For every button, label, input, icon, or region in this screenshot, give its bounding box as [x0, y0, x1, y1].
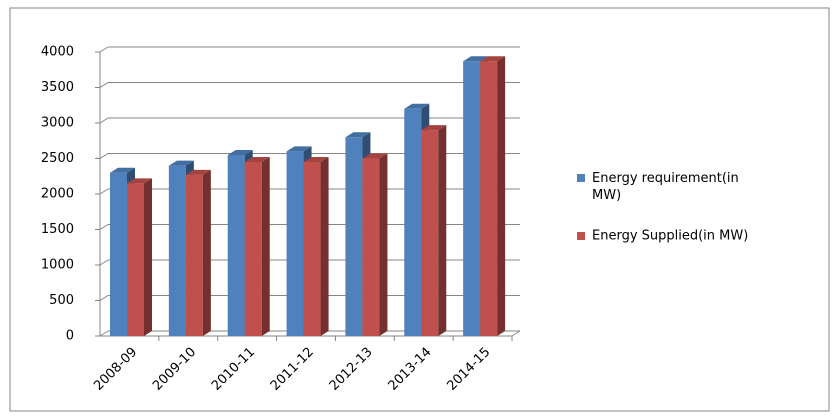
bar-top [303, 157, 329, 163]
bar-top [110, 167, 135, 173]
y-tick-label: 2000 [41, 187, 74, 202]
grid-line-depth [99, 295, 109, 301]
bar-top [185, 169, 211, 175]
bar-front [185, 174, 203, 336]
grid-line-depth [99, 117, 109, 124]
bar [421, 125, 447, 336]
grid-line-depth [99, 46, 109, 53]
y-tick-label: 2500 [41, 151, 74, 166]
bar-front [345, 137, 363, 336]
grid-line-depth [99, 330, 109, 337]
y-tick-label: 3500 [41, 80, 74, 95]
bar-side [202, 169, 211, 336]
y-tick-label: 4000 [41, 45, 74, 60]
bar-top [286, 146, 312, 152]
bar-front [463, 61, 481, 336]
bar-front [244, 162, 262, 336]
bar [362, 153, 388, 336]
bar-top [227, 149, 253, 155]
legend-label: Energy requirement(in MW) [592, 171, 743, 203]
bar-top [244, 157, 270, 163]
grid-line-depth [99, 188, 109, 195]
bar-front [168, 165, 186, 336]
bar-top [404, 103, 430, 109]
bar [127, 178, 152, 336]
bar-front [286, 151, 304, 336]
floor-side [511, 330, 521, 337]
legend-label: Energy Supplied(in MW) [592, 229, 748, 244]
bar-top [127, 178, 152, 184]
grid-line-depth [99, 82, 109, 88]
bar-top [345, 132, 371, 138]
y-tick-label: 1000 [41, 258, 74, 273]
bar [480, 56, 506, 336]
grid-line-depth [99, 259, 109, 266]
bar-top [480, 56, 506, 62]
bar-top [463, 56, 489, 62]
bar-front [480, 61, 498, 336]
bar-side [320, 157, 329, 336]
bar-front [404, 108, 422, 336]
bar-side [144, 178, 152, 336]
bar-front [227, 154, 245, 336]
legend-swatch [577, 174, 585, 182]
bar-side [497, 56, 506, 336]
bar-front [127, 183, 144, 336]
grid-line-depth [99, 224, 109, 230]
bar-side [261, 157, 270, 336]
bar-side [379, 153, 388, 336]
bar [244, 157, 270, 336]
bar-top [362, 153, 388, 159]
bar-front [303, 162, 321, 336]
legend-swatch [577, 232, 585, 240]
bar-top [421, 125, 447, 131]
y-tick-label: 3000 [41, 116, 74, 131]
bar-front [110, 172, 127, 336]
bar [185, 169, 211, 336]
bar-side [438, 125, 447, 336]
bar-front [362, 158, 380, 336]
y-tick-label: 0 [66, 329, 74, 344]
legend-line: MW) [592, 188, 621, 203]
grid-line-depth [99, 153, 109, 159]
bar-front [421, 130, 439, 336]
legend-line: Energy requirement(in [592, 171, 743, 186]
bar [303, 157, 329, 336]
bar-top [168, 160, 194, 166]
y-tick-label: 1500 [41, 222, 74, 237]
y-tick-label: 500 [49, 293, 74, 308]
